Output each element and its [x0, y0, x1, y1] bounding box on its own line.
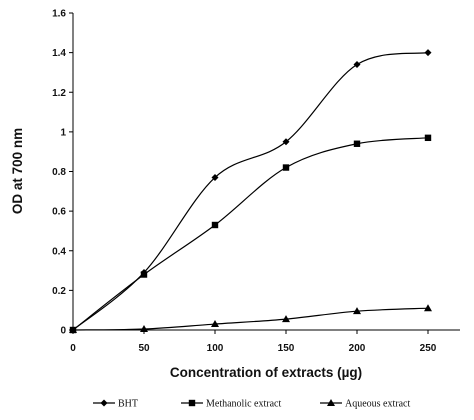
x-tick-label: 0 [70, 343, 76, 354]
diamond-marker [353, 61, 361, 69]
square-marker [282, 164, 290, 171]
square-marker [424, 134, 432, 142]
y-tick-label: 1.4 [52, 48, 66, 59]
square-marker [353, 140, 361, 147]
triangle-marker [211, 320, 219, 328]
triangle-marker [424, 304, 432, 312]
y-tick-label: 1 [60, 127, 66, 138]
x-tick-label: 50 [138, 343, 150, 354]
legend-diamond-marker [100, 399, 108, 407]
series-line-2 [72, 137, 429, 331]
legend-label: Aqueous extract [345, 399, 410, 410]
x-tick-label: 150 [278, 343, 295, 354]
x-tick-label: 250 [420, 343, 437, 354]
y-tick-label: 0.8 [52, 167, 66, 178]
x-tick-label: 100 [207, 343, 224, 354]
square-marker [140, 271, 148, 278]
y-tick-label: 0.6 [52, 207, 66, 218]
triangle-marker [353, 307, 361, 315]
y-tick-label: 0 [60, 326, 66, 337]
legend: BHT Methanolic extract Aqueous extract [93, 399, 410, 410]
triangle-marker [282, 315, 290, 323]
legend-triangle-marker [327, 399, 335, 406]
x-tick-label: 200 [349, 343, 366, 354]
y-axis-label: OD at 700 nm [10, 128, 25, 214]
series-line-3 [72, 307, 429, 331]
x-axis-label: Concentration of extracts (µg) [170, 365, 362, 380]
y-tick-label: 0.2 [52, 286, 66, 297]
y-tick-label: 1.6 [52, 9, 66, 20]
diamond-marker [211, 173, 219, 181]
diamond-marker [424, 49, 432, 57]
legend-label: Methanolic extract [206, 399, 281, 410]
legend-label: BHT [118, 399, 138, 410]
square-marker [211, 221, 219, 229]
legend-square-marker [188, 399, 196, 407]
y-tick-label: 0.4 [52, 246, 66, 257]
y-tick-label: 1.2 [52, 88, 66, 99]
diamond-marker [282, 138, 290, 146]
